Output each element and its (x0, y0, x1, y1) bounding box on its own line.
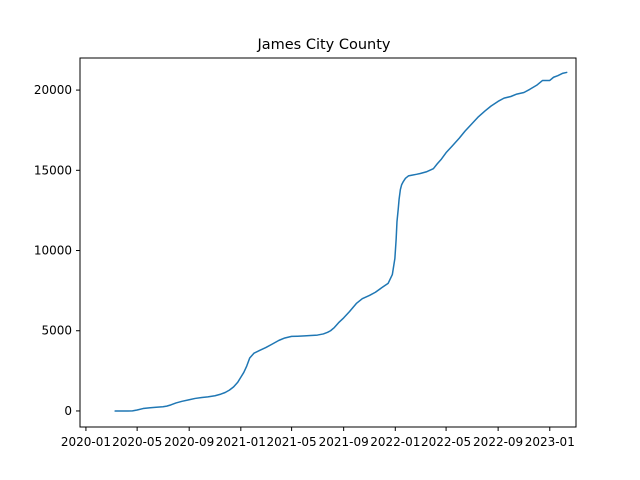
x-tick-label: 2020-09 (164, 435, 214, 449)
y-tick-label: 20000 (34, 83, 72, 97)
series-line-0 (114, 71, 568, 412)
x-tick-label: 2021-01 (216, 435, 266, 449)
y-tick-label: 10000 (34, 244, 72, 258)
x-tick-label: 2021-09 (319, 435, 369, 449)
x-tick-label: 2021-05 (267, 435, 317, 449)
x-tick-label: 2022-01 (370, 435, 420, 449)
x-tick-label: 2022-09 (473, 435, 523, 449)
x-axis: 2020-01 2020-05 2020-09 2021-01 2021-05 2021-… (61, 427, 575, 449)
y-axis: 0 5000 10000 15000 20000 (34, 83, 80, 418)
y-tick-label: 0 (64, 404, 72, 418)
plot-content (114, 71, 568, 412)
y-tick-label: 5000 (41, 324, 72, 338)
chart-title: James City County (256, 37, 390, 53)
x-tick-label: 2022-05 (421, 435, 471, 449)
y-tick-label: 15000 (34, 163, 72, 177)
plot-frame (79, 57, 577, 428)
x-tick-label: 2020-01 (61, 435, 111, 449)
x-tick-label: 2020-05 (112, 435, 162, 449)
x-tick-label: 2023-01 (525, 435, 575, 449)
